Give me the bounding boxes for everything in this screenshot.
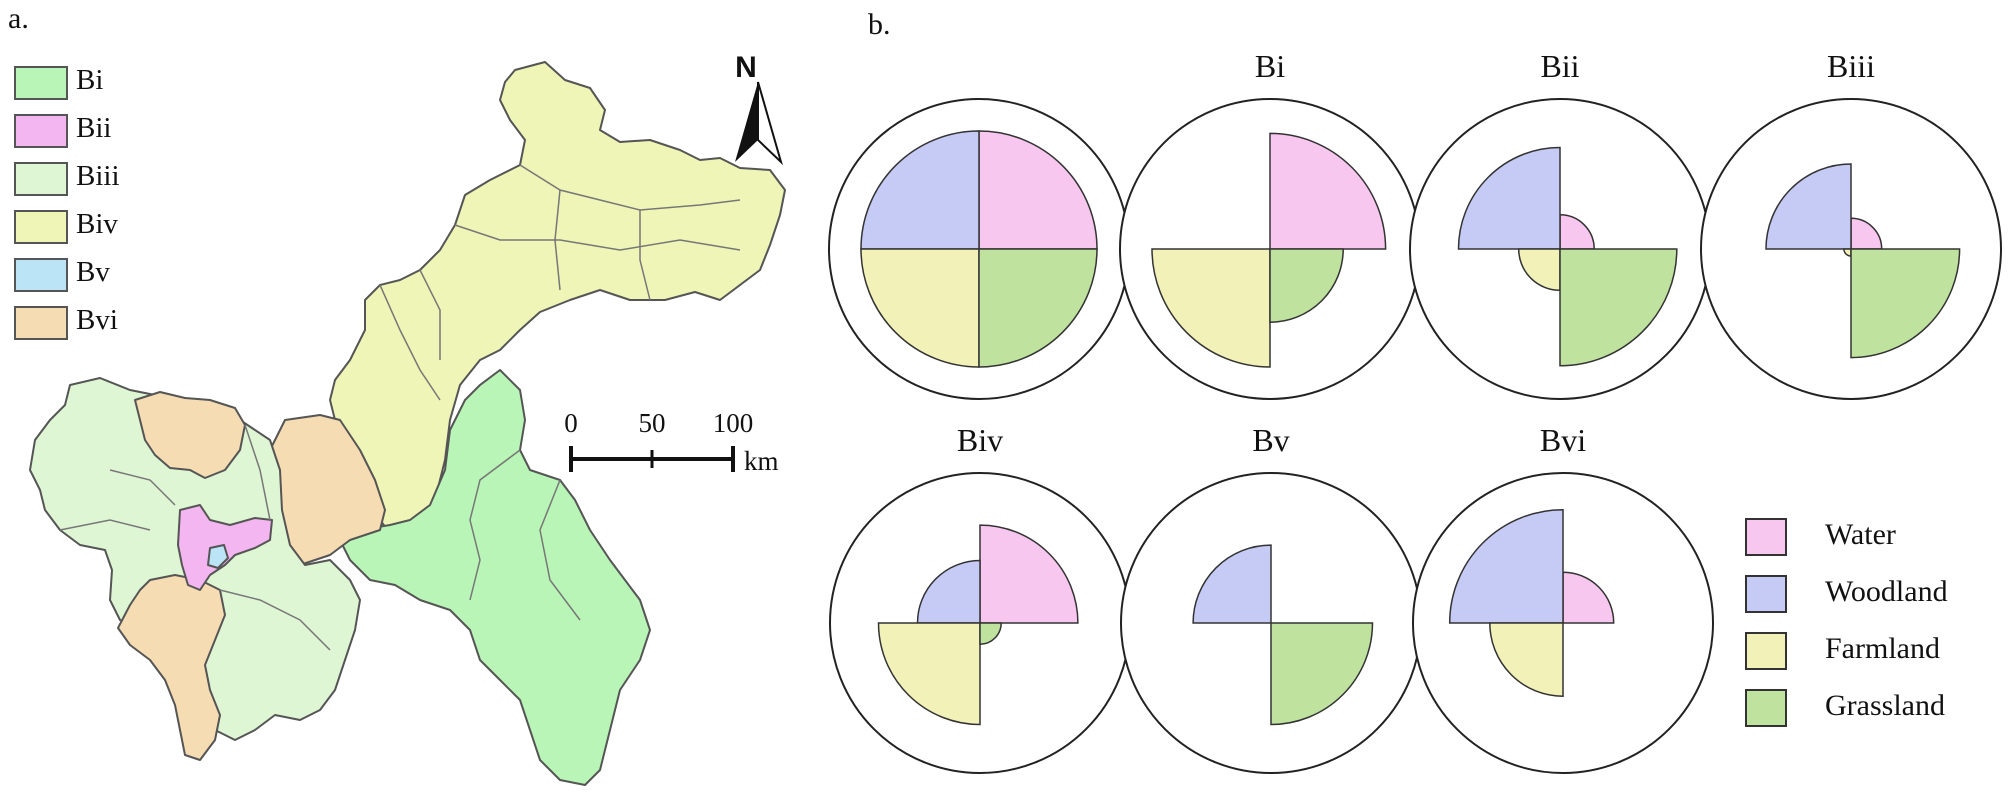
scale-tick-100: 100 xyxy=(713,408,754,438)
rose-sector-woodland xyxy=(1765,163,1852,250)
region-map xyxy=(29,61,786,786)
rose-sector-grassland xyxy=(1269,248,1344,323)
map-region-bvi-south xyxy=(117,574,226,761)
rose-sector-water xyxy=(1559,214,1595,250)
north-arrow-left-half xyxy=(735,82,758,162)
map-legend-swatch-bv xyxy=(14,258,68,292)
rose-chart-title: Biv xyxy=(957,422,1003,458)
rose-chart-biii: Biii xyxy=(1700,48,2002,400)
rose-sector-grassland xyxy=(1850,248,1961,359)
north-arrow: N xyxy=(735,51,783,166)
map-legend-swatch-bii xyxy=(14,114,68,148)
rose-chart-bv: Bv xyxy=(1120,422,1422,774)
map-legend-swatch-bi xyxy=(14,66,68,100)
scale-bar: 0 50 100 km xyxy=(564,408,778,476)
rose-chart-bi: Bi xyxy=(1119,48,1421,400)
rose-chart-bii: Bii xyxy=(1409,48,1711,400)
rose-sector-water xyxy=(979,524,1079,624)
rose-sector-woodland xyxy=(1448,508,1564,624)
rose-chart-bvi: Bvi xyxy=(1412,422,1714,774)
rose-legend-label-woodland: Woodland xyxy=(1825,575,1948,608)
rose-sector-grassland xyxy=(979,622,1002,645)
rose-legend-label-water: Water xyxy=(1825,518,1896,551)
rose-sector-woodland xyxy=(1192,544,1272,624)
rose-chart-reference xyxy=(828,98,1130,400)
map-legend-label-bii: Bii xyxy=(76,112,112,144)
map-legend-swatch-bvi xyxy=(14,306,68,340)
rose-sector-water xyxy=(1562,571,1615,624)
map-region-bi xyxy=(339,369,651,786)
map-legend-label-bvi: Bvi xyxy=(76,304,118,336)
rose-legend-label-farmland: Farmland xyxy=(1825,632,1940,665)
map-legend-label-bi: Bi xyxy=(76,64,104,96)
panel-a-label: a. xyxy=(8,2,29,35)
rose-chart-title: Bvi xyxy=(1540,422,1586,458)
rose-sector-grassland xyxy=(1559,248,1678,367)
map-county-borders xyxy=(59,164,741,651)
rose-chart-biv: Biv xyxy=(829,422,1131,774)
map-legend-label-bv: Bv xyxy=(76,256,110,288)
rose-sector-farmland xyxy=(877,622,981,726)
rose-charts: Bi Bii Biii Biv Bv Bvi xyxy=(828,48,2002,774)
rose-sector-woodland xyxy=(860,130,980,250)
rose-legend-swatch-grassland xyxy=(1745,689,1787,727)
rose-sector-farmland xyxy=(1489,622,1564,697)
map-legend-label-biii: Biii xyxy=(76,160,120,192)
panel-b-label: b. xyxy=(868,8,891,41)
rose-sector-farmland xyxy=(1517,248,1561,292)
scale-tick-50: 50 xyxy=(639,408,666,438)
scale-unit: km xyxy=(744,446,779,476)
rose-legend-swatch-water xyxy=(1745,518,1787,556)
rose-legend-swatch-farmland xyxy=(1745,632,1787,670)
rose-sector-water xyxy=(1850,217,1883,250)
rose-sector-woodland xyxy=(1457,146,1561,250)
scale-tick-0: 0 xyxy=(564,408,578,438)
rose-sector-water xyxy=(1269,132,1387,250)
map-region-bvi-north xyxy=(134,391,246,479)
map-legend-label-biv: Biv xyxy=(76,208,118,240)
north-arrow-label: N xyxy=(735,51,757,84)
rose-sector-farmland xyxy=(860,248,980,368)
rose-legend-label-grassland: Grassland xyxy=(1825,689,1945,722)
rose-sector-grassland xyxy=(1270,622,1374,726)
map-legend-swatch-biv xyxy=(14,210,68,244)
rose-sector-water xyxy=(978,130,1098,250)
map-legend-swatch-biii xyxy=(14,162,68,196)
map-region-biv xyxy=(329,61,786,541)
rose-legend-swatch-woodland xyxy=(1745,575,1787,613)
rose-sector-farmland xyxy=(1151,248,1271,368)
rose-chart-title: Bi xyxy=(1255,48,1285,84)
rose-chart-title: Bii xyxy=(1540,48,1579,84)
map-region-bv xyxy=(207,544,229,569)
rose-sector-woodland xyxy=(916,559,981,624)
rose-sector-grassland xyxy=(978,248,1098,368)
north-arrow-right-half xyxy=(757,81,783,166)
rose-chart-title: Bv xyxy=(1252,422,1289,458)
rose-chart-title: Biii xyxy=(1827,48,1875,84)
